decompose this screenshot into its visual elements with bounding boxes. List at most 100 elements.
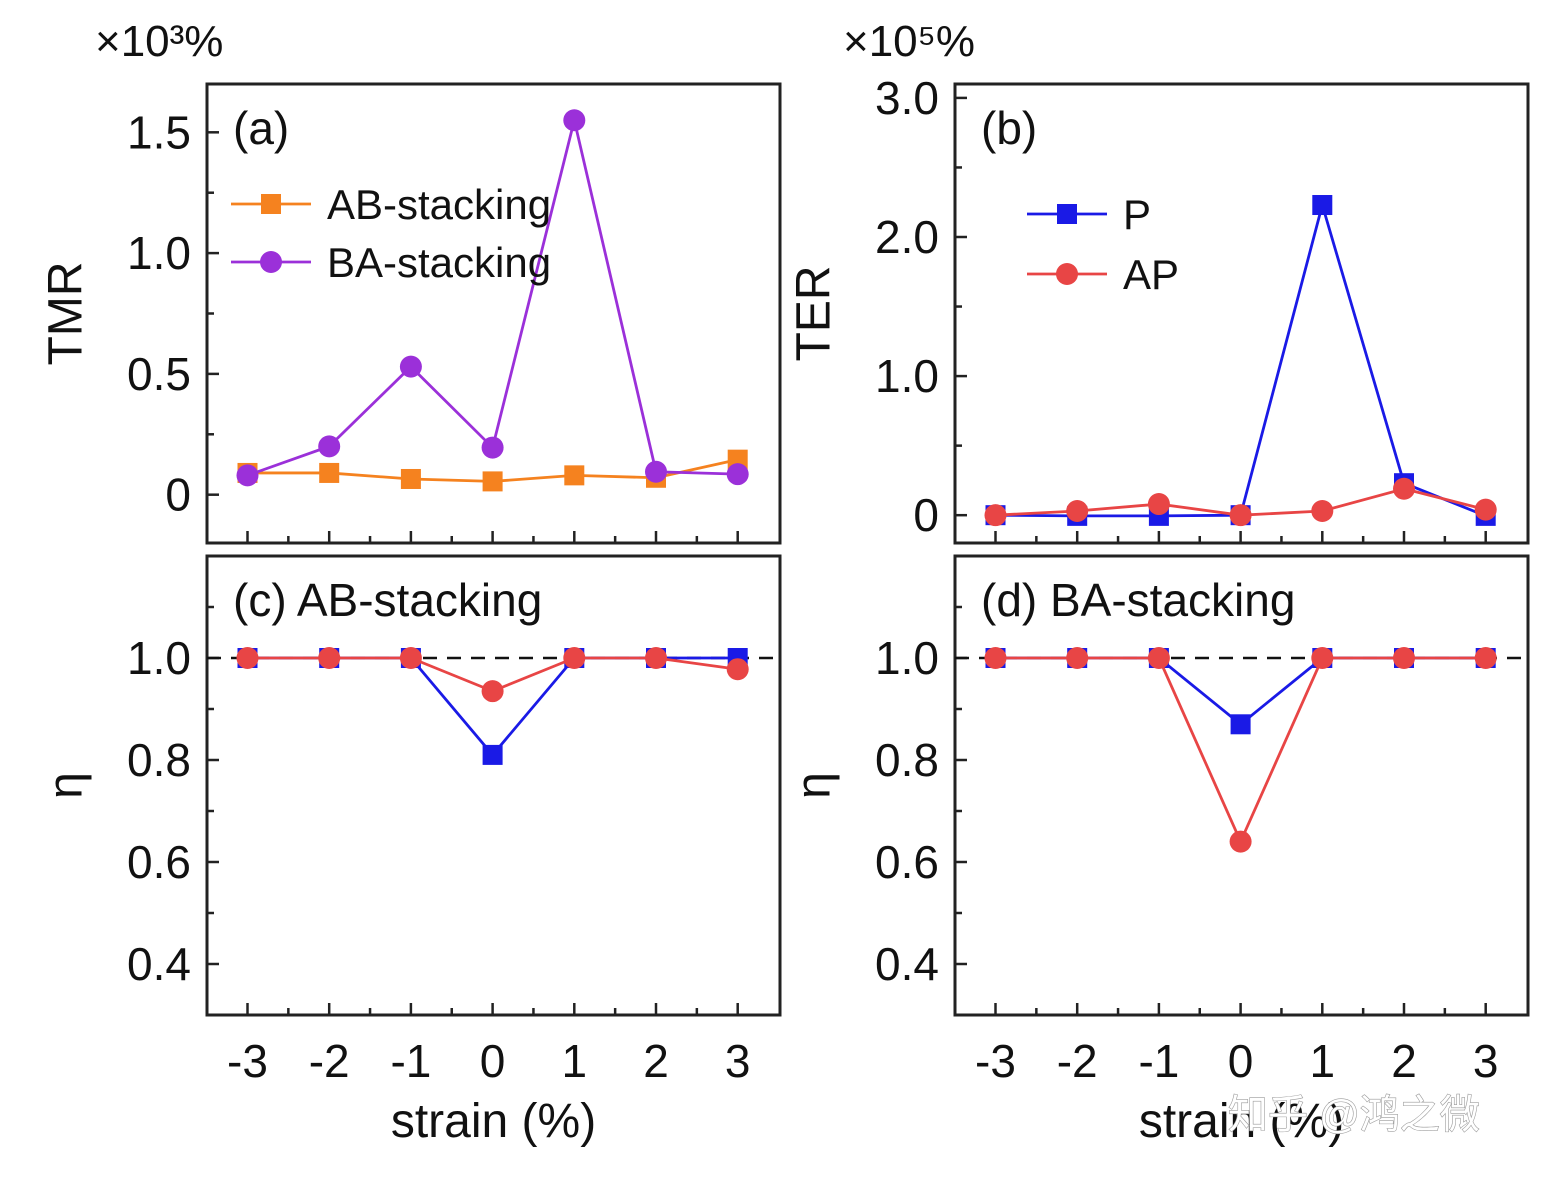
- data-point-circle: [984, 647, 1007, 669]
- data-point-square: [319, 462, 340, 483]
- data-point-circle: [1393, 477, 1415, 500]
- x-tick-label: 3: [1473, 1035, 1499, 1087]
- data-point-circle: [399, 647, 422, 669]
- legend-label: AP: [1123, 251, 1179, 298]
- data-point-circle: [481, 680, 504, 703]
- x-tick-label: -3: [975, 1035, 1016, 1087]
- data-point-circle: [1229, 830, 1252, 853]
- legend-marker-circle: [260, 251, 282, 273]
- x-tick-label: -1: [1138, 1035, 1179, 1087]
- data-point-circle: [236, 464, 259, 487]
- legend-marker-square: [261, 194, 281, 214]
- data-point-square: [482, 744, 503, 765]
- x-tick-label: 1: [562, 1035, 588, 1087]
- data-point-circle: [1147, 647, 1170, 669]
- data-point-square: [400, 468, 421, 489]
- legend-entry: AP: [1027, 251, 1179, 298]
- data-point-circle: [563, 647, 586, 669]
- y-axis-title: η: [788, 772, 841, 799]
- data-point-circle: [1147, 493, 1170, 516]
- data-point-circle: [726, 658, 749, 681]
- watermark-text: 知乎 @鸿之微: [1228, 1093, 1480, 1137]
- series-line: [247, 656, 738, 758]
- legend-label: AB-stacking: [327, 181, 551, 228]
- x-tick-label: -2: [309, 1035, 350, 1087]
- series-line: [995, 656, 1486, 846]
- legend-entry: BA-stacking: [231, 239, 551, 286]
- y-tick-label: 3.0: [875, 72, 939, 124]
- y-tick-label: 0.4: [127, 938, 191, 990]
- data-point-circle: [1066, 647, 1089, 669]
- x-tick-label: 0: [480, 1035, 506, 1087]
- panel-label: (d) BA-stacking: [981, 574, 1295, 626]
- x-axis-title: strain (%): [1139, 1095, 1344, 1148]
- x-tick-label: -3: [227, 1035, 268, 1087]
- panel-d: 0.4 0.6 0.8 1.0 -3 -2 -1 0 1 2 3 strain (%) η (d) BA-…: [788, 554, 1530, 1148]
- series-p: [237, 648, 748, 765]
- x-tick-label: -2: [1057, 1035, 1098, 1087]
- y-tick-label: 0.5: [127, 348, 191, 400]
- data-point-circle: [645, 647, 667, 669]
- legend-entry: P: [1027, 191, 1151, 238]
- y-axis-title: η: [40, 772, 93, 799]
- legend-label: P: [1123, 191, 1151, 238]
- legend-label: BA-stacking: [327, 239, 551, 286]
- y-tick-label: 1.0: [875, 632, 939, 684]
- y-tick-label: 1.0: [127, 227, 191, 279]
- y-tick-label: 1.0: [875, 350, 939, 402]
- y-axis-title: TER: [788, 266, 841, 362]
- y-tick-label: 2.0: [875, 211, 939, 263]
- y-tick-label: 0: [165, 469, 191, 521]
- data-point-circle: [1311, 647, 1334, 669]
- y-tick-label: 1.5: [127, 106, 191, 158]
- data-point-circle: [481, 436, 504, 459]
- data-point-circle: [1393, 647, 1415, 669]
- y-tick-label: 0.6: [875, 836, 939, 888]
- legend-marker-circle: [1056, 263, 1078, 285]
- data-point-circle: [318, 435, 341, 458]
- data-point-circle: [1066, 500, 1089, 523]
- series-ap: [984, 647, 1497, 853]
- x-axis-title: strain (%): [391, 1095, 596, 1148]
- data-point-circle: [1311, 500, 1334, 523]
- series-line: [995, 199, 1487, 518]
- series-ap: [236, 647, 749, 703]
- panel-label: (b): [981, 102, 1037, 154]
- legend-marker-square: [1057, 204, 1077, 224]
- y-axis-title: TMR: [40, 262, 93, 366]
- panel-b: 0 1.0 2.0 3.0 TER ×10⁵%(b) P AP: [788, 17, 1530, 545]
- data-point-square: [1230, 714, 1251, 735]
- data-point-square: [1312, 195, 1333, 216]
- scale-label: ×10³%: [95, 17, 223, 66]
- x-tick-label: 2: [1391, 1035, 1417, 1087]
- x-tick-label: 3: [725, 1035, 751, 1087]
- data-point-circle: [1229, 504, 1252, 527]
- y-tick-label: 1.0: [127, 632, 191, 684]
- panel-label: (c) AB-stacking: [233, 574, 542, 626]
- data-point-circle: [236, 647, 259, 669]
- legend-entry: AB-stacking: [231, 181, 551, 228]
- data-point-circle: [645, 460, 667, 483]
- data-point-square: [564, 465, 585, 486]
- data-point-circle: [318, 647, 341, 669]
- panel-a: 0 0.5 1.0 1.5 TMR ×10³%(a) AB-stacking BA-stack…: [40, 17, 782, 545]
- y-tick-label: 0.4: [875, 938, 939, 990]
- data-point-circle: [1474, 498, 1497, 521]
- scale-label: ×10⁵%: [843, 17, 975, 66]
- series-line: [247, 119, 738, 477]
- x-tick-label: 0: [1228, 1035, 1254, 1087]
- data-point-square: [482, 471, 503, 492]
- data-point-circle: [984, 504, 1007, 527]
- y-tick-label: 0.6: [127, 836, 191, 888]
- x-tick-label: 1: [1310, 1035, 1336, 1087]
- data-point-circle: [726, 463, 749, 486]
- x-tick-label: 2: [643, 1035, 669, 1087]
- y-tick-label: 0: [913, 489, 939, 541]
- data-point-circle: [399, 355, 422, 378]
- series-ba-stacking: [236, 109, 749, 487]
- x-tick-label: -1: [390, 1035, 431, 1087]
- series-p: [985, 195, 1496, 526]
- data-point-circle: [563, 109, 586, 132]
- y-tick-label: 0.8: [127, 734, 191, 786]
